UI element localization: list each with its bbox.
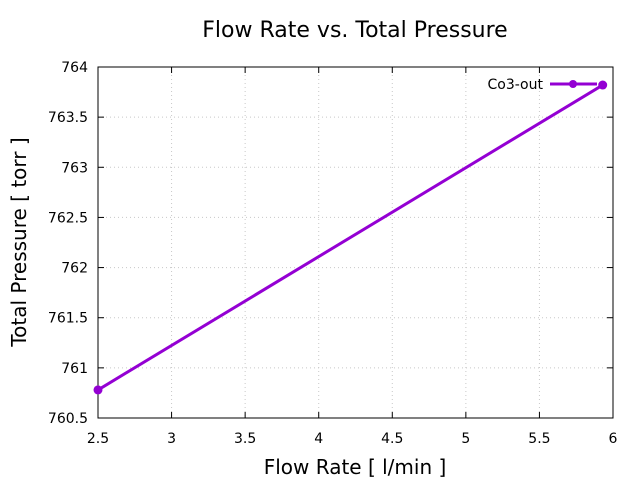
data-point bbox=[93, 385, 103, 395]
x-tick-label: 5 bbox=[461, 431, 470, 447]
legend-marker bbox=[569, 80, 577, 88]
legend: Co3-out bbox=[488, 77, 597, 93]
series-group bbox=[93, 80, 608, 395]
x-tick-label: 3 bbox=[167, 431, 176, 447]
x-tick-label: 2.5 bbox=[87, 431, 109, 447]
series-line bbox=[97, 83, 604, 392]
y-axis-label: Total Pressure [ torr ] bbox=[7, 137, 31, 347]
y-tick-label: 762 bbox=[61, 261, 88, 277]
y-axis: 760.5 761 761.5 762 762.5 763 763.5 764 bbox=[48, 60, 613, 427]
data-point bbox=[598, 80, 608, 90]
plot-frame bbox=[97, 66, 614, 419]
y-tick-label: 761.5 bbox=[48, 311, 88, 327]
grid bbox=[98, 67, 613, 418]
x-tick-label: 6 bbox=[609, 431, 618, 447]
legend-label: Co3-out bbox=[488, 77, 544, 93]
y-tick-label: 761 bbox=[61, 361, 88, 377]
y-tick-label: 764 bbox=[61, 60, 88, 76]
x-tick-label: 4 bbox=[314, 431, 323, 447]
x-tick-label: 4.5 bbox=[381, 431, 403, 447]
x-axis-label: Flow Rate [ l/min ] bbox=[264, 455, 447, 479]
y-tick-label: 762.5 bbox=[48, 210, 88, 226]
y-tick-label: 760.5 bbox=[48, 411, 88, 427]
x-tick-label: 3.5 bbox=[234, 431, 256, 447]
x-tick-label: 5.5 bbox=[528, 431, 550, 447]
x-axis: 2.5 3 3.5 4 4.5 5 5.5 6 bbox=[87, 67, 618, 447]
y-tick-label: 763.5 bbox=[48, 110, 88, 126]
y-tick-label: 763 bbox=[61, 160, 88, 176]
chart-title: Flow Rate vs. Total Pressure bbox=[202, 18, 507, 43]
